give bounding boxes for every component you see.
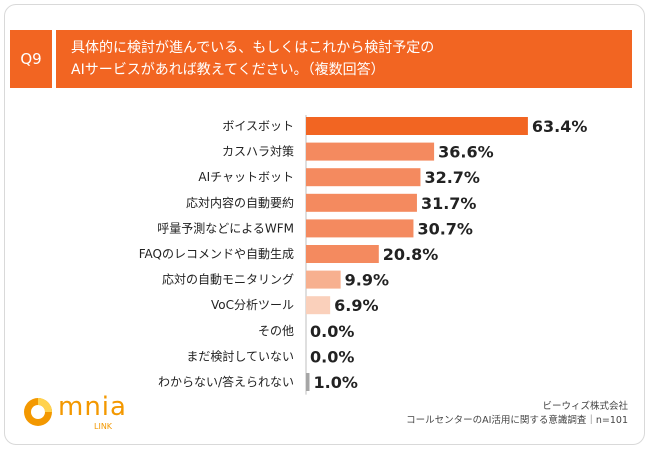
value-label-6: 9.9% [345, 271, 389, 290]
value-label-4: 30.7% [417, 219, 473, 238]
category-label-1: カスハラ対策 [222, 145, 294, 159]
value-label-3: 31.7% [421, 194, 477, 213]
value-label-2: 32.7% [424, 168, 480, 187]
category-label-2: AIチャットボット [198, 170, 294, 184]
bar-0 [306, 117, 528, 135]
bar-10 [306, 373, 310, 391]
category-label-6: 応対の自動モニタリング [162, 273, 294, 287]
value-label-8: 0.0% [310, 322, 354, 341]
category-label-3: 応対内容の自動要約 [186, 195, 294, 210]
category-label-10: わからない/答えられない [158, 374, 294, 389]
value-label-7: 6.9% [334, 296, 378, 315]
category-label-0: ボイスボット [222, 119, 294, 133]
value-label-10: 1.0% [314, 373, 358, 392]
question-line-2: AIサービスがあれば教えてください。（複数回答） [71, 62, 385, 78]
question-number-badge: Q9 [10, 30, 52, 88]
question-title: 具体的に検討が進んでいる、もしくはこれから検討予定の AIサービスがあれば教えて… [56, 30, 632, 88]
source-note: ビーウィズ株式会社 コールセンターのAI活用に関する意識調査｜n=101 [406, 400, 628, 428]
value-label-1: 36.6% [438, 143, 494, 162]
logo-text: mnia [58, 392, 127, 422]
question-number: Q9 [20, 50, 42, 68]
logo-subtext: LINK [94, 422, 113, 431]
bar-4 [306, 219, 414, 238]
source-company: ビーウィズ株式会社 [542, 401, 628, 412]
omnia-link-logo: mnia LINK [22, 392, 162, 432]
category-label-4: 呼量予測などによるWFM [157, 221, 294, 235]
bar-3 [306, 193, 417, 212]
value-label-9: 0.0% [310, 347, 354, 366]
category-label-8: その他 [258, 324, 294, 338]
category-label-9: まだ検討していない [186, 348, 294, 363]
bar-7 [306, 296, 331, 315]
category-label-7: VoC分析ツール [211, 298, 294, 312]
question-line-1: 具体的に検討が進んでいる、もしくはこれから検討予定の [71, 40, 435, 56]
value-label-0: 63.4% [532, 117, 588, 136]
omnia-o-icon [24, 398, 52, 426]
source-survey: コールセンターのAI活用に関する意識調査｜n=101 [406, 415, 628, 426]
bar-1 [306, 142, 435, 161]
category-label-5: FAQのレコメンドや自動生成 [139, 247, 294, 261]
bar-6 [306, 270, 341, 289]
bar-2 [306, 168, 421, 187]
value-label-5: 20.8% [383, 245, 439, 264]
bar-5 [306, 245, 379, 263]
